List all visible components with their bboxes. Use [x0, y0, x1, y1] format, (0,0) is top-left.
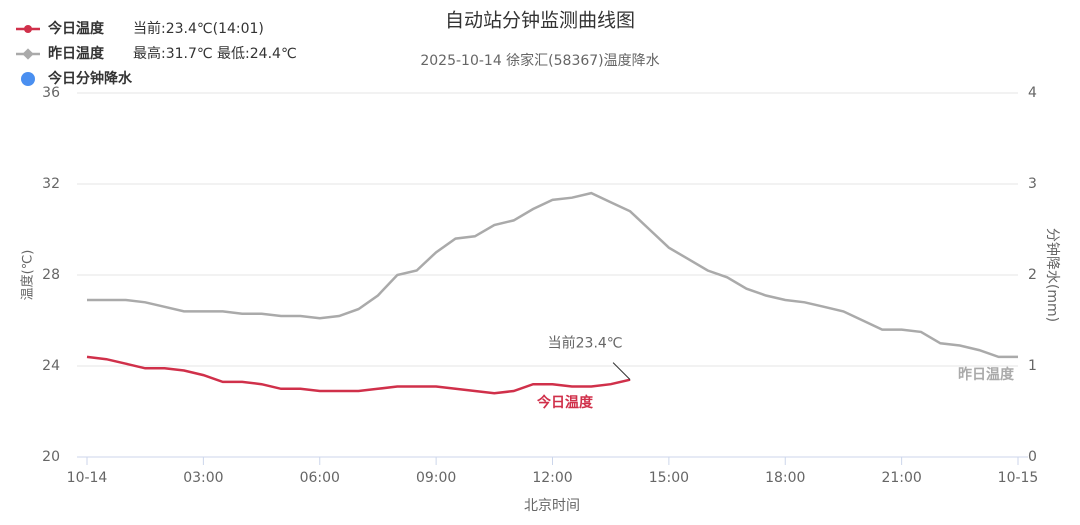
y-tick-label: 24: [42, 358, 60, 374]
legend-label: 今日温度: [47, 20, 105, 37]
y2-tick-label: 4: [1028, 85, 1037, 101]
legend-label: 昨日温度: [48, 45, 105, 62]
x-tick-label: 18:00: [765, 470, 805, 486]
series-line: [87, 191, 1018, 359]
legend-note: 最高:31.7℃ 最低:24.4℃: [133, 45, 297, 62]
series-line: [86, 355, 631, 395]
chart-title: 自动站分钟监测曲线图: [445, 10, 635, 32]
legend-label: 今日分钟降水: [47, 70, 133, 87]
x-tick-label: 09:00: [416, 470, 456, 486]
series-label: 今日温度: [536, 394, 594, 411]
legend-symbol: [22, 48, 34, 60]
x-tick-label: 10-14: [67, 470, 108, 486]
y2-tick-label: 2: [1028, 267, 1037, 283]
y-axis-label: 温度(℃): [20, 250, 36, 301]
x-tick-label: 21:00: [881, 470, 921, 486]
x-tick-label: 12:00: [532, 470, 572, 486]
y-tick-label: 36: [42, 85, 60, 101]
x-tick-label: 15:00: [649, 470, 689, 486]
legend-symbol: [24, 25, 32, 33]
annotation-line: [612, 362, 631, 381]
y-tick-label: 28: [42, 267, 60, 283]
y-tick-label: 20: [42, 449, 60, 465]
x-axis-label: 北京时间: [524, 498, 580, 514]
series-label: 昨日温度: [958, 366, 1015, 383]
legend-note: 当前:23.4℃(14:01): [133, 20, 264, 37]
legend-symbol: [21, 72, 35, 86]
annotation: 当前23.4℃: [548, 335, 623, 352]
y-tick-label: 32: [42, 176, 60, 192]
chart-subtitle: 2025-10-14 徐家汇(58367)温度降水: [420, 52, 659, 69]
x-tick-label: 06:00: [300, 470, 340, 486]
x-tick-label: 10-15: [998, 470, 1039, 486]
x-tick-label: 03:00: [183, 470, 223, 486]
y2-tick-label: 1: [1028, 358, 1037, 374]
y2-tick-label: 3: [1028, 176, 1037, 192]
y2-tick-label: 0: [1028, 449, 1037, 465]
y2-axis-label: 分钟降水(mm): [1044, 228, 1061, 322]
